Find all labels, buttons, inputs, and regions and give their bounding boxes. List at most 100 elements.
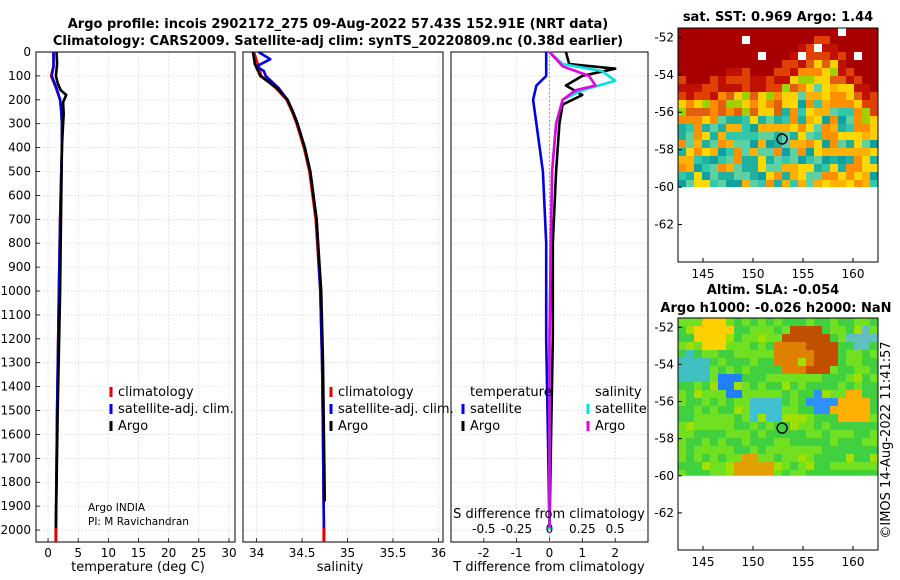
sst-cell: [838, 68, 846, 76]
sst-cell: [718, 180, 726, 188]
sst-cell: [734, 28, 742, 36]
sla-cell: [822, 390, 830, 398]
sla-cell: [790, 470, 798, 476]
sla-cell: [814, 350, 822, 358]
sla-cell: [806, 414, 814, 422]
sla-cell: [702, 438, 710, 446]
sst-cell: [806, 52, 814, 60]
sst-cell: [838, 172, 846, 180]
sla-cell: [854, 374, 862, 382]
sst-cell: [750, 84, 758, 92]
sst-cell: [694, 164, 702, 172]
sla-cell: [838, 406, 846, 414]
sla-cell: [782, 382, 790, 390]
sst-cell: [750, 68, 758, 76]
sla-cell: [870, 438, 878, 446]
x-tick-label: 25: [191, 546, 206, 560]
x-tick-label: 145: [692, 555, 715, 569]
sst-cell: [846, 52, 854, 60]
sst-cell: [814, 100, 822, 108]
sst-cell: [790, 92, 798, 100]
sla-cell: [854, 390, 862, 398]
sla-cell: [734, 414, 742, 422]
y-tick-label: -60: [654, 469, 674, 483]
sst-cell: [806, 172, 814, 180]
sla-cell: [734, 430, 742, 438]
sla-cell: [726, 398, 734, 406]
sst-cell: [798, 148, 806, 156]
sst-cell: [710, 140, 718, 148]
y-tick-label: -54: [654, 68, 674, 82]
sla-cell: [854, 350, 862, 358]
sst-cell: [758, 28, 766, 36]
sla-cell: [798, 326, 806, 334]
sla-cell: [870, 358, 878, 366]
sla-cell: [718, 334, 726, 342]
sst-cell: [742, 28, 750, 36]
sla-cell: [742, 462, 750, 470]
sla-cell: [710, 406, 718, 414]
sla-cell: [838, 414, 846, 422]
y-tick-label: -56: [654, 395, 674, 409]
sst-cell: [870, 100, 878, 108]
sst-cell: [742, 44, 750, 52]
sst-cell: [798, 68, 806, 76]
sst-cell: [758, 172, 766, 180]
sst-cell: [838, 84, 846, 92]
sla-cell: [822, 318, 830, 326]
sst-cell: [694, 132, 702, 140]
sst-cell: [870, 84, 878, 92]
sst-cell: [686, 124, 694, 132]
top-x-tick-label: -0.5: [472, 522, 495, 536]
sst-cell: [734, 124, 742, 132]
sla-cell: [758, 422, 766, 430]
sst-cell: [814, 84, 822, 92]
sla-cell: [718, 414, 726, 422]
sla-cell: [766, 382, 774, 390]
y-tick-label: 300: [8, 117, 31, 131]
sst-cell: [798, 84, 806, 92]
sst-cell: [870, 76, 878, 84]
sst-cell: [758, 164, 766, 172]
x-tick-label: 5: [74, 546, 82, 560]
sst-cell: [862, 164, 870, 172]
sst-cell: [798, 92, 806, 100]
sst-cell: [710, 28, 718, 36]
sst-cell: [806, 68, 814, 76]
sla-cell: [686, 398, 694, 406]
sst-cell: [838, 108, 846, 116]
sst-cell: [798, 52, 806, 60]
y-tick-label: 1000: [0, 284, 31, 298]
sst-cell: [798, 156, 806, 164]
sst-cell: [870, 116, 878, 124]
sst-cell: [702, 164, 710, 172]
sst-cell: [806, 164, 814, 172]
sla-cell: [702, 454, 710, 462]
sla-cell: [710, 318, 718, 326]
sla-cell: [766, 454, 774, 462]
sst-cell: [838, 180, 846, 188]
sst-cell: [862, 124, 870, 132]
sst-cell: [742, 60, 750, 68]
sla-cell: [726, 470, 734, 476]
sst-cell: [686, 164, 694, 172]
sla-cell: [782, 342, 790, 350]
sst-cell: [758, 140, 766, 148]
sla-cell: [758, 470, 766, 476]
sst-cell: [718, 92, 726, 100]
sla-cell: [694, 422, 702, 430]
sst-cell: [758, 36, 766, 44]
sst-cell: [742, 116, 750, 124]
sst-cell: [734, 76, 742, 84]
sla-cell: [694, 470, 702, 476]
sst-cell: [774, 124, 782, 132]
sla-cell: [830, 382, 838, 390]
sla-cell: [854, 398, 862, 406]
temperature-xlabel: temperature (deg C): [71, 560, 205, 575]
sla-cell: [678, 382, 686, 390]
sst-cell: [806, 100, 814, 108]
sla-cell: [846, 326, 854, 334]
sst-cell: [678, 76, 686, 84]
sst-cell: [702, 108, 710, 116]
